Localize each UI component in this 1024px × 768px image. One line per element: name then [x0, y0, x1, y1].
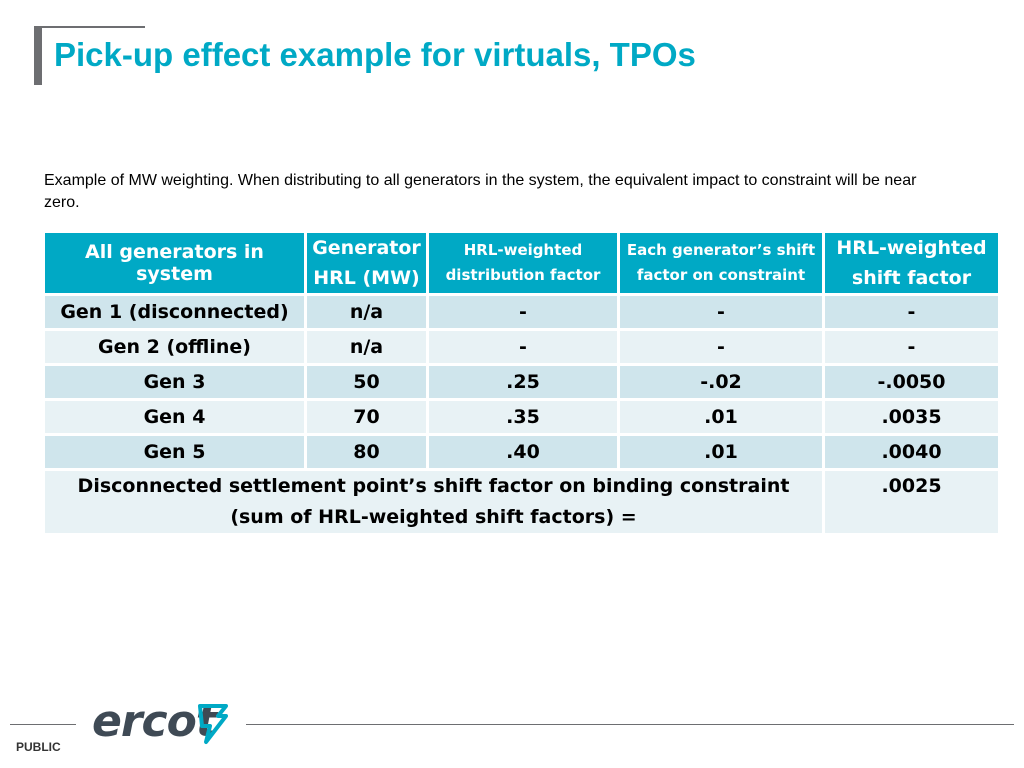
generator-hrl: 50: [304, 363, 429, 401]
total-label-line2: (sum of HRL-weighted shift factors) =: [230, 506, 637, 528]
header-generator-shift-factor-line2: factor on constraint: [636, 266, 806, 284]
generator-hrl: n/a: [304, 328, 429, 366]
total-label: Disconnected settlement point’s shift fa…: [42, 468, 825, 536]
shift-factor: -.02: [617, 363, 825, 401]
generator-hrl: 70: [304, 398, 429, 436]
generator-name: Gen 4: [42, 398, 307, 436]
shift-factor: .01: [617, 398, 825, 436]
table-row: Gen 4 70 .35 .01 .0035: [42, 398, 1001, 436]
header-generator-shift-factor: Each generator’s shift factor on constra…: [617, 230, 825, 296]
footer-divider-right: [246, 724, 1014, 725]
total-label-line1: Disconnected settlement point’s shift fa…: [77, 475, 790, 497]
shift-factor: .01: [617, 433, 825, 471]
distribution-factor: .35: [426, 398, 620, 436]
classification-label: PUBLIC: [16, 740, 61, 754]
header-distribution-factor-line1: HRL-weighted: [463, 241, 583, 259]
weighted-shift-factor: .0040: [822, 433, 1001, 471]
header-distribution-factor: HRL-weighted distribution factor: [426, 230, 620, 296]
generator-table: All generators in system Generator HRL (…: [42, 230, 1001, 536]
table-row: Gen 3 50 .25 -.02 -.0050: [42, 363, 1001, 401]
header-weighted-shift-factor-line1: HRL-weighted: [836, 237, 987, 259]
header-generator-hrl: Generator HRL (MW): [304, 230, 429, 296]
table-row: Gen 2 (offline) n/a - - -: [42, 328, 1001, 366]
shift-factor: -: [617, 293, 825, 331]
ercot-logo: ercot: [92, 696, 232, 752]
total-value: .0025: [822, 468, 1001, 536]
generator-hrl: n/a: [304, 293, 429, 331]
lightning-bolt-icon: [198, 704, 228, 744]
weighted-shift-factor: -: [822, 328, 1001, 366]
header-distribution-factor-line2: distribution factor: [445, 266, 601, 284]
generator-name: Gen 1 (disconnected): [42, 293, 307, 331]
distribution-factor: -: [426, 328, 620, 366]
generator-name: Gen 5: [42, 433, 307, 471]
weighted-shift-factor: .0035: [822, 398, 1001, 436]
generator-name: Gen 2 (offline): [42, 328, 307, 366]
distribution-factor: .40: [426, 433, 620, 471]
distribution-factor: -: [426, 293, 620, 331]
generator-name: Gen 3: [42, 363, 307, 401]
title-accent-bar-top: [34, 26, 145, 28]
header-weighted-shift-factor: HRL-weighted shift factor: [822, 230, 1001, 296]
shift-factor: -: [617, 328, 825, 366]
footer-divider-left: [10, 724, 76, 725]
generator-hrl: 80: [304, 433, 429, 471]
distribution-factor: .25: [426, 363, 620, 401]
ercot-logo-text: ercot: [92, 696, 217, 747]
header-generator-shift-factor-line1: Each generator’s shift: [626, 241, 816, 259]
weighted-shift-factor: -.0050: [822, 363, 1001, 401]
header-generator-hrl-line2: HRL (MW): [313, 267, 420, 289]
weighted-shift-factor: -: [822, 293, 1001, 331]
header-all-generators: All generators in system: [42, 230, 307, 296]
intro-text: Example of MW weighting. When distributi…: [44, 172, 917, 211]
table-row: Gen 1 (disconnected) n/a - - -: [42, 293, 1001, 331]
header-weighted-shift-factor-line2: shift factor: [851, 267, 972, 289]
table-row: Gen 5 80 .40 .01 .0040: [42, 433, 1001, 471]
total-row: Disconnected settlement point’s shift fa…: [42, 468, 1001, 536]
page-title: Pick-up effect example for virtuals, TPO…: [54, 36, 696, 73]
header-generator-hrl-line1: Generator: [312, 237, 421, 259]
title-accent-bar-left: [34, 26, 42, 85]
table-header-row: All generators in system Generator HRL (…: [42, 230, 1001, 296]
